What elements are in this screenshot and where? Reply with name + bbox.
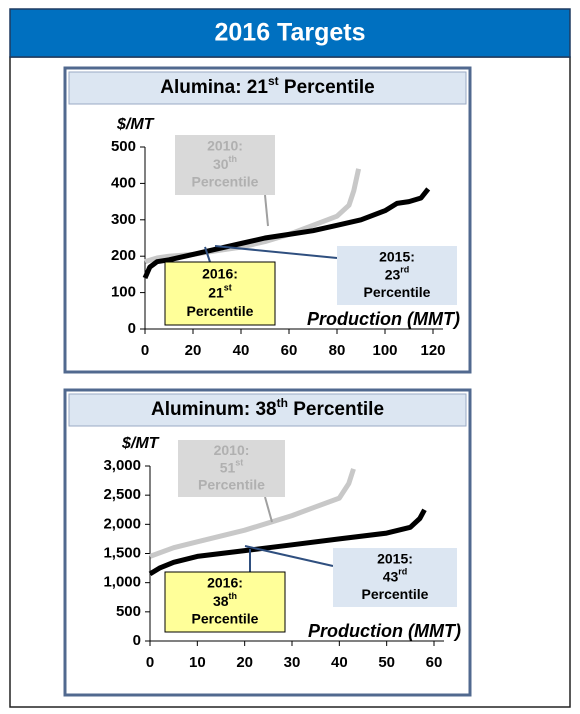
title-part: Percentile	[279, 77, 375, 98]
rank-suffix: st	[224, 283, 232, 293]
rank-number: 23	[385, 266, 401, 282]
annotation-year: 2015:	[377, 551, 413, 567]
cost-curve	[149, 468, 356, 559]
panel-title: Alumina: 21st Percentile	[160, 74, 374, 98]
annotation-box	[178, 440, 285, 497]
cost-curve	[142, 187, 431, 280]
y-tick-label: 500	[116, 603, 141, 620]
x-tick-label: 100	[372, 342, 397, 359]
x-tick-label: 20	[236, 654, 253, 671]
panel-title: Aluminum: 38th Percentile	[151, 396, 384, 420]
title-part: st	[268, 74, 279, 88]
rank-number: 38	[213, 593, 229, 609]
rank-number: 30	[213, 156, 229, 172]
y-tick-label: 400	[111, 174, 136, 191]
annotation-rank: 38th	[213, 591, 237, 608]
panel-title-bar	[68, 393, 467, 427]
y-axis-label: $/MT	[121, 435, 160, 452]
rank-number: 51	[220, 459, 236, 475]
x-tick-label: 0	[141, 342, 149, 359]
rank-suffix: rd	[398, 567, 407, 577]
cost-curve	[144, 168, 362, 265]
panel-title-bar	[68, 71, 467, 105]
annotation-rank: 23rd	[385, 265, 410, 282]
rank-suffix: st	[235, 458, 243, 468]
x-tick-label: 30	[284, 654, 301, 671]
y-tick-label: 2,000	[103, 515, 141, 532]
annotation-box	[164, 571, 286, 633]
annotation-box	[175, 135, 275, 195]
rank-suffix: th	[229, 591, 238, 601]
rank-suffix: th	[229, 154, 238, 164]
x-tick-label: 40	[331, 654, 348, 671]
annotation-year: 2016:	[202, 265, 238, 281]
rank-number: 43	[383, 568, 399, 584]
annotation-year: 2010:	[214, 442, 250, 458]
x-tick-label: 50	[378, 654, 395, 671]
annotation-year: 2016:	[207, 575, 243, 591]
x-tick-label: 40	[233, 342, 250, 359]
x-tick-label: 60	[281, 342, 298, 359]
annotation-box	[333, 548, 457, 607]
leader-line	[264, 194, 269, 227]
annotation-word: Percentile	[187, 303, 254, 319]
x-tick-label: 80	[329, 342, 346, 359]
cost-curve	[148, 508, 427, 577]
annotation-rank: 43rd	[383, 567, 408, 584]
leader-line	[204, 246, 211, 263]
y-tick-label: 2,500	[103, 486, 141, 503]
header-bar	[9, 8, 571, 58]
header-title: 2016 Targets	[214, 19, 365, 47]
y-tick-label: 0	[128, 320, 136, 337]
rank-suffix: rd	[400, 265, 409, 275]
annotation-word: Percentile	[198, 476, 265, 492]
leader-line	[214, 245, 338, 259]
x-tick-label: 20	[185, 342, 202, 359]
annotation-word: Percentile	[362, 586, 429, 602]
y-tick-label: 1,500	[103, 544, 141, 561]
y-tick-label: 200	[111, 247, 136, 264]
annotation-year: 2010:	[207, 138, 243, 154]
x-tick-label: 60	[426, 654, 443, 671]
annotation-rank: 30th	[213, 154, 237, 171]
annotation-rank: 21st	[208, 283, 232, 300]
annotation-word: Percentile	[364, 284, 431, 300]
annotation-word: Percentile	[192, 611, 259, 627]
leader-line	[264, 496, 273, 523]
rank-number: 21	[208, 284, 224, 300]
x-tick-label: 120	[420, 342, 445, 359]
y-tick-label: 500	[111, 138, 136, 155]
x-tick-label: 0	[146, 654, 154, 671]
title-part: th	[277, 396, 288, 410]
leader-line	[244, 545, 334, 567]
y-tick-label: 100	[111, 284, 136, 301]
y-tick-label: 1,000	[103, 574, 141, 591]
x-axis-label: Production (MMT)	[308, 621, 461, 641]
x-axis-label: Production (MMT)	[307, 309, 460, 329]
annotation-box	[164, 261, 276, 326]
y-tick-label: 3,000	[103, 457, 141, 474]
annotation-rank: 51st	[220, 458, 244, 475]
y-tick-label: 300	[111, 211, 136, 228]
annotation-box	[337, 246, 457, 305]
x-tick-label: 10	[189, 654, 206, 671]
title-part: Percentile	[288, 399, 384, 420]
annotation-year: 2015:	[379, 249, 415, 265]
y-axis-label: $/MT	[116, 116, 155, 133]
title-part: Aluminum: 38	[151, 399, 277, 420]
annotation-word: Percentile	[192, 174, 259, 190]
title-part: Alumina: 21	[160, 77, 268, 98]
y-tick-label: 0	[133, 632, 141, 649]
